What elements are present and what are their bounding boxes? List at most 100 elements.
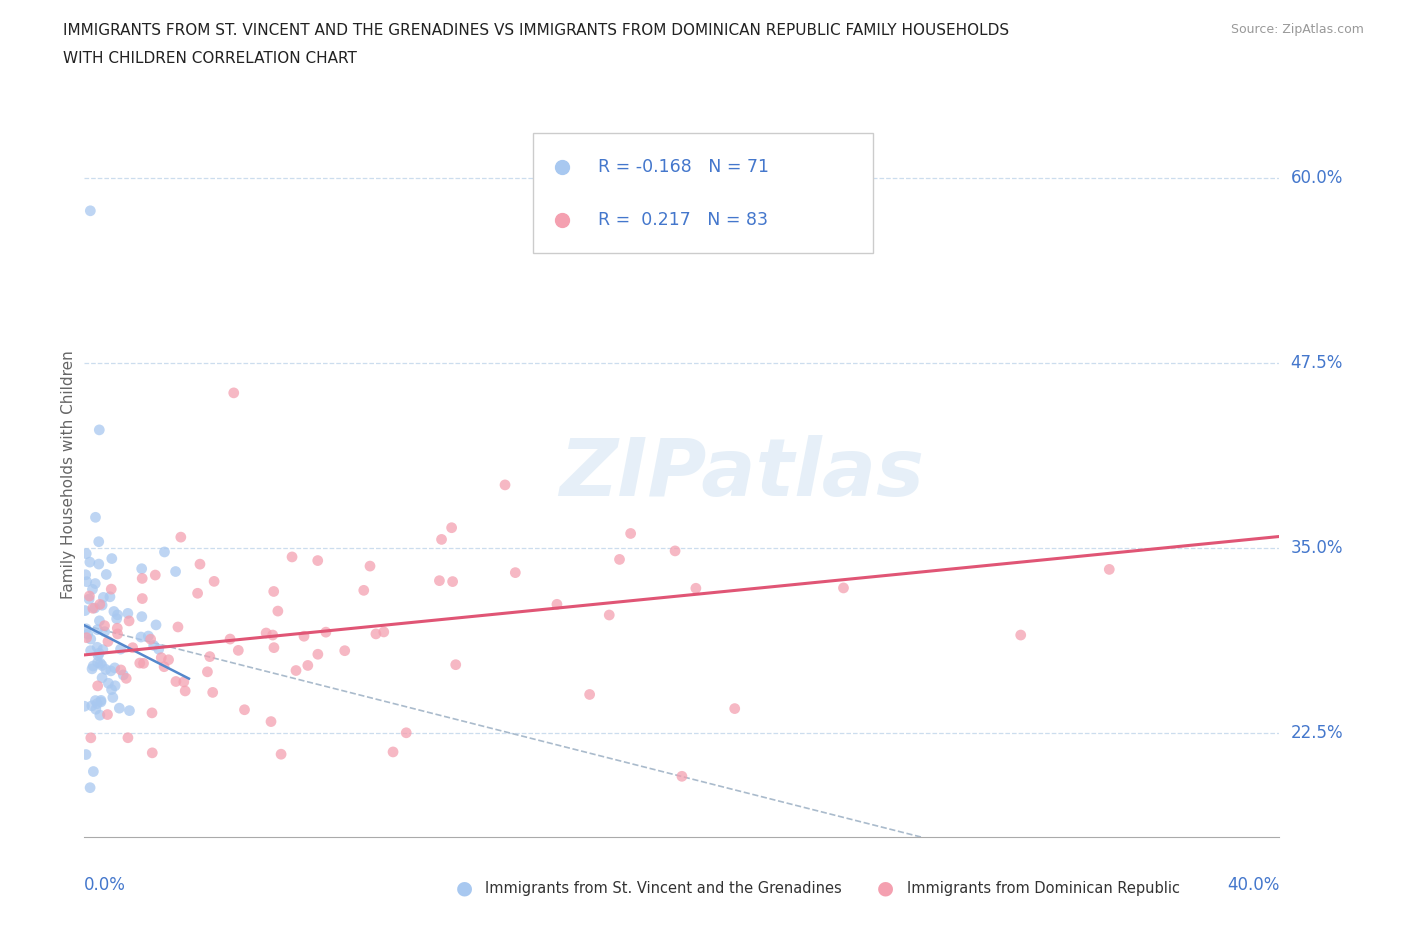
Point <box>129 630 152 644</box>
Point <box>82 764 104 779</box>
Point <box>84 510 107 525</box>
Point <box>117 606 139 621</box>
Point <box>115 671 138 685</box>
Point <box>373 624 395 639</box>
Point <box>173 674 195 689</box>
Point <box>89 708 111 723</box>
Point <box>219 631 242 646</box>
Point <box>364 627 387 642</box>
Point <box>96 707 118 722</box>
Point <box>270 747 292 762</box>
Point <box>76 627 98 642</box>
Point <box>153 545 176 560</box>
Point <box>138 629 160 644</box>
Point <box>117 730 139 745</box>
Point <box>100 682 122 697</box>
Point <box>128 656 150 671</box>
Point <box>75 621 97 636</box>
Text: WITH CHILDREN CORRELATION CHART: WITH CHILDREN CORRELATION CHART <box>63 51 357 66</box>
Point <box>79 204 101 219</box>
Point <box>90 695 112 710</box>
Point <box>598 607 620 622</box>
Point <box>292 629 315 644</box>
Point <box>131 571 153 586</box>
Point <box>440 520 463 535</box>
Point <box>188 557 211 572</box>
Point <box>267 604 290 618</box>
Point <box>281 550 304 565</box>
Point <box>87 557 110 572</box>
Point <box>505 565 527 580</box>
Point <box>75 567 97 582</box>
Point <box>187 586 209 601</box>
Point <box>90 693 112 708</box>
Point <box>110 662 132 677</box>
Point <box>104 678 127 693</box>
Point <box>110 642 132 657</box>
Point <box>80 730 103 745</box>
Point <box>157 652 180 667</box>
Point <box>91 658 114 673</box>
Point <box>80 661 103 676</box>
Point <box>263 640 285 655</box>
Point <box>382 745 405 760</box>
Point <box>297 658 319 673</box>
Point <box>73 698 96 713</box>
Point <box>170 530 193 545</box>
Point <box>103 604 125 619</box>
Point <box>75 747 97 762</box>
Point <box>94 662 117 677</box>
Point <box>100 581 122 596</box>
Text: R = -0.168   N = 71: R = -0.168 N = 71 <box>599 158 769 176</box>
Point <box>664 543 686 558</box>
Point <box>685 581 707 596</box>
Point <box>263 584 285 599</box>
Point <box>167 619 190 634</box>
Point <box>174 684 197 698</box>
Point <box>578 687 600 702</box>
Point <box>82 601 104 616</box>
Point <box>153 659 176 674</box>
Point <box>91 642 114 657</box>
Text: Source: ZipAtlas.com: Source: ZipAtlas.com <box>1230 23 1364 36</box>
Point <box>353 583 375 598</box>
Text: 0.0%: 0.0% <box>84 876 127 894</box>
Point <box>73 604 96 618</box>
Point <box>107 607 129 622</box>
Point <box>112 668 135 683</box>
Point <box>226 643 249 658</box>
Point <box>671 769 693 784</box>
Point <box>359 559 381 574</box>
Text: ●: ● <box>877 879 894 897</box>
Point <box>82 582 104 597</box>
Point <box>441 574 464 589</box>
Text: ZIPatlas: ZIPatlas <box>560 435 924 513</box>
Point <box>285 663 308 678</box>
Point <box>97 634 120 649</box>
Text: ●: ● <box>456 879 472 897</box>
Point <box>430 532 453 547</box>
Point <box>101 551 124 566</box>
Point <box>315 625 337 640</box>
Point <box>93 624 115 639</box>
Point <box>76 574 98 589</box>
Point <box>105 611 128 626</box>
Point <box>91 598 114 613</box>
Point <box>233 702 256 717</box>
Point <box>101 690 124 705</box>
Point <box>97 676 120 691</box>
Text: R =  0.217   N = 83: R = 0.217 N = 83 <box>599 210 768 229</box>
Point <box>260 714 283 729</box>
Point <box>79 554 101 569</box>
Point <box>107 627 129 642</box>
Point <box>118 614 141 629</box>
Text: 35.0%: 35.0% <box>1291 539 1343 557</box>
Point <box>89 422 111 437</box>
Point <box>86 655 108 670</box>
Point <box>121 640 143 655</box>
Text: 22.5%: 22.5% <box>1291 724 1343 742</box>
Point <box>139 631 162 646</box>
Point <box>86 622 108 637</box>
Point <box>150 650 173 665</box>
Point <box>145 618 167 632</box>
